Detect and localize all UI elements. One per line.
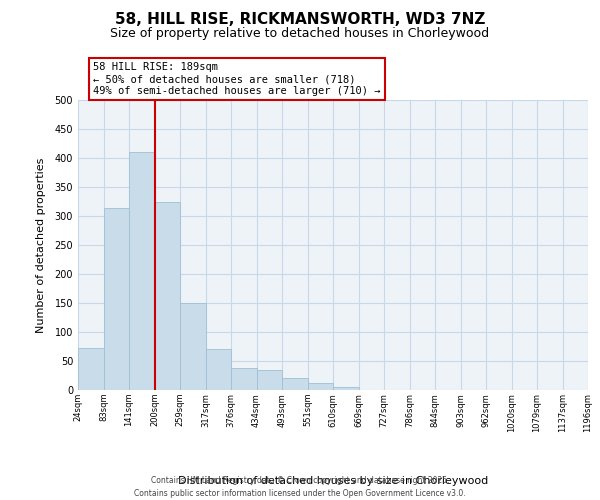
Text: Contains HM Land Registry data © Crown copyright and database right 2025.
Contai: Contains HM Land Registry data © Crown c… (134, 476, 466, 498)
Bar (231, 368, 257, 390)
Text: 58, HILL RISE, RICKMANSWORTH, WD3 7NZ: 58, HILL RISE, RICKMANSWORTH, WD3 7NZ (115, 12, 485, 28)
Y-axis label: Number of detached properties: Number of detached properties (36, 158, 46, 332)
Bar (104, 208, 129, 390)
X-axis label: Distribution of detached houses by size in Chorleywood: Distribution of detached houses by size … (178, 476, 488, 486)
Bar (78, 348, 104, 390)
Bar (308, 383, 333, 390)
Bar (333, 387, 359, 390)
Text: Size of property relative to detached houses in Chorleywood: Size of property relative to detached ho… (110, 28, 490, 40)
Bar (129, 152, 155, 390)
Text: 58 HILL RISE: 189sqm
← 50% of detached houses are smaller (718)
49% of semi-deta: 58 HILL RISE: 189sqm ← 50% of detached h… (93, 62, 380, 96)
Bar (257, 370, 282, 390)
Bar (155, 202, 180, 390)
Bar (282, 378, 308, 390)
Bar (180, 303, 205, 390)
Bar (205, 350, 231, 390)
